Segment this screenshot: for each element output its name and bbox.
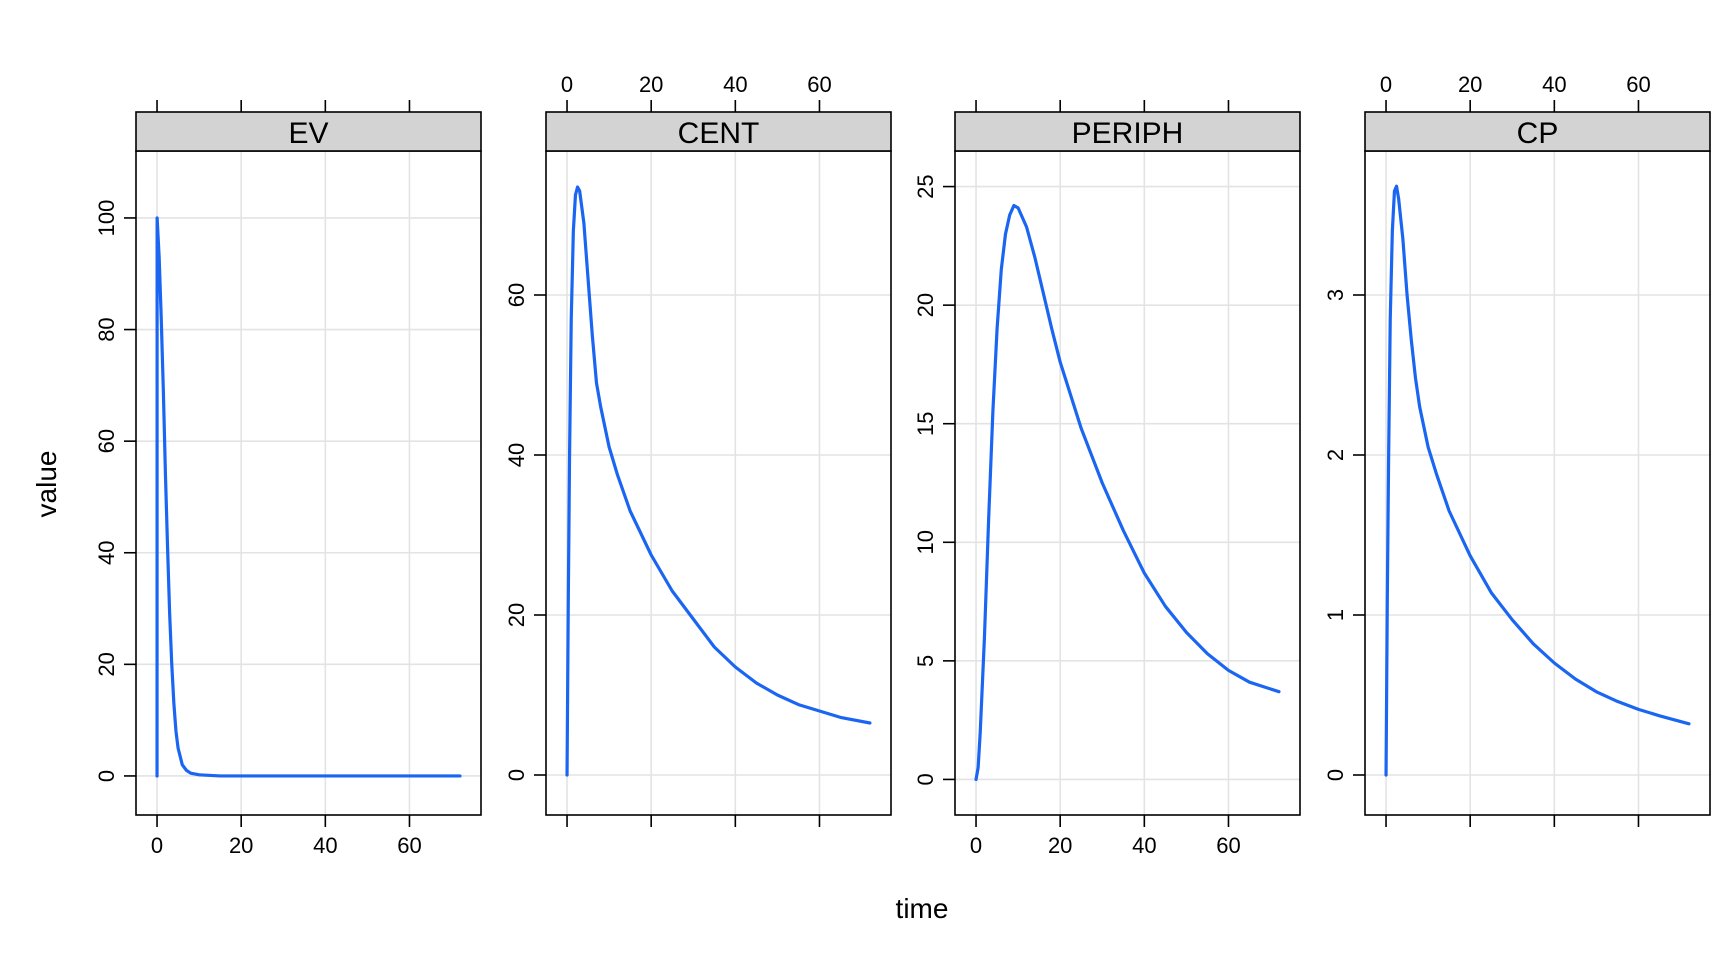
x-tick-label: 20: [1048, 833, 1072, 858]
x-tick-label: 0: [561, 72, 573, 97]
x-tick-label: 40: [1542, 72, 1566, 97]
y-tick-label: 20: [913, 293, 938, 317]
series-line-periph: [974, 203, 1281, 782]
x-tick-label: 20: [1458, 72, 1482, 97]
y-tick-label: 100: [94, 200, 119, 237]
x-tick-label: 0: [970, 833, 982, 858]
y-tick-label: 10: [913, 530, 938, 554]
y-tick-label: 3: [1323, 289, 1348, 301]
y-tick-label: 40: [94, 541, 119, 565]
series-line-cent: [565, 185, 872, 777]
y-tick-label: 1: [1323, 609, 1348, 621]
y-tick-label: 60: [504, 283, 529, 307]
y-tick-label: 80: [94, 317, 119, 341]
panel-cp: CP 0 20 40 60 0 1 2 3: [1323, 72, 1711, 827]
strip-header: [954, 111, 1301, 152]
x-tick-label: 40: [313, 833, 337, 858]
y-tick-label: 20: [94, 652, 119, 676]
x-tick-label: 20: [639, 72, 663, 97]
x-tick-label: 40: [1132, 833, 1156, 858]
panel-border: [135, 150, 482, 816]
panel-ev: EV 0 20 40 60 0 20 40 60 80 100: [94, 100, 482, 858]
y-axis-label: value: [31, 451, 62, 518]
x-tick-label: 20: [229, 833, 253, 858]
panel-border: [954, 150, 1301, 816]
panel-periph: PERIPH 0 20 40 60 0 5 10 15 20 25: [913, 100, 1301, 858]
y-tick-label: 0: [1323, 769, 1348, 781]
strip-label: CENT: [678, 117, 760, 150]
x-tick-label: 0: [1380, 72, 1392, 97]
series-line-ev: [155, 216, 462, 778]
y-tick-label: 0: [913, 773, 938, 785]
x-tick-label: 60: [1626, 72, 1650, 97]
y-tick-label: 5: [913, 655, 938, 667]
x-tick-label: 60: [807, 72, 831, 97]
y-tick-label: 2: [1323, 449, 1348, 461]
strip-header: [1364, 111, 1711, 152]
x-tick-label: 0: [151, 833, 163, 858]
x-tick-label: 60: [397, 833, 421, 858]
strip-label: CP: [1517, 117, 1559, 150]
y-tick-label: 0: [94, 770, 119, 782]
y-tick-label: 0: [504, 769, 529, 781]
strip-label: EV: [288, 117, 328, 150]
strip-header: [135, 111, 482, 152]
x-axis-label: time: [896, 893, 949, 924]
panel-cent: CENT 0 20 40 60 0 20 40 60: [504, 72, 892, 827]
series-line-cp: [1384, 184, 1691, 777]
strip-header: [545, 111, 892, 152]
y-tick-label: 20: [504, 603, 529, 627]
strip-label: PERIPH: [1072, 117, 1184, 150]
y-tick-label: 15: [913, 411, 938, 435]
y-tick-label: 60: [94, 429, 119, 453]
x-tick-label: 60: [1216, 833, 1240, 858]
x-tick-label: 40: [723, 72, 747, 97]
y-tick-label: 25: [913, 174, 938, 198]
y-tick-label: 40: [504, 443, 529, 467]
